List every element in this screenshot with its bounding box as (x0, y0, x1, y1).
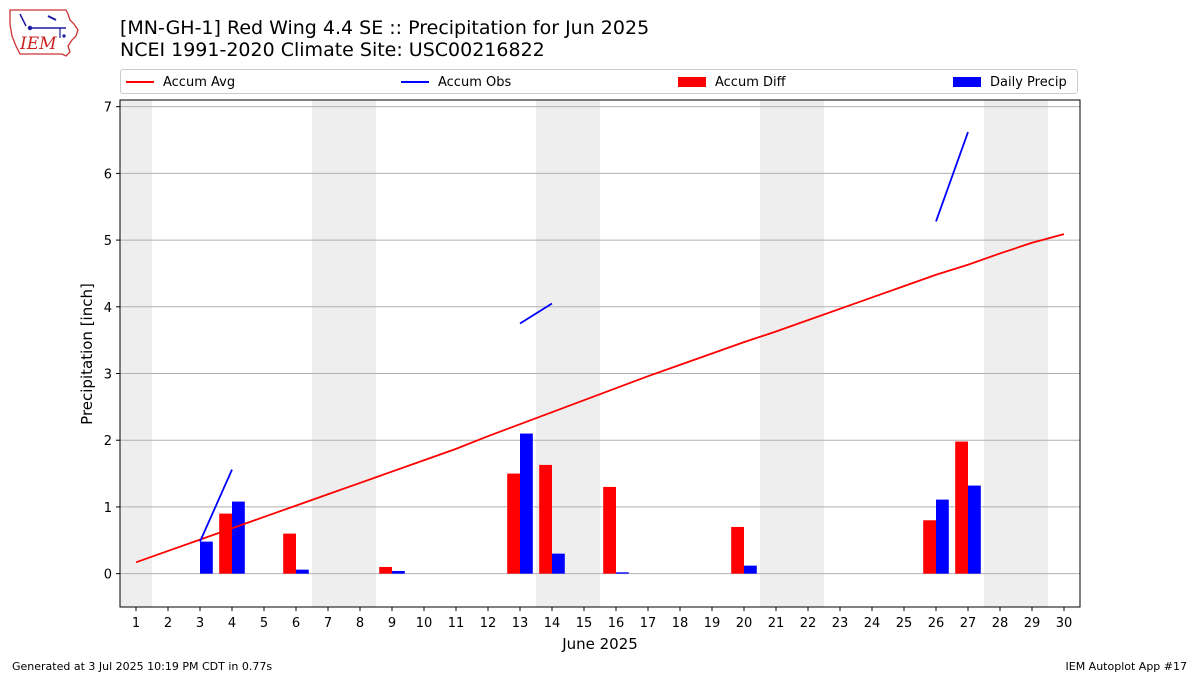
accum-diff-bar-day-13 (507, 473, 520, 574)
accum-obs-line (199, 469, 233, 542)
y-axis-label: Precipitation [inch] (78, 283, 96, 425)
x-axis-label: June 2025 (561, 635, 638, 653)
weekend-shade-day-15 (568, 100, 600, 607)
x-tick-label-21: 21 (768, 616, 785, 631)
x-tick-label-6: 6 (292, 616, 300, 631)
x-tick-label-24: 24 (864, 616, 881, 631)
daily-precip-bar-day-27 (968, 485, 981, 574)
daily-precip-bar-day-4 (232, 501, 245, 574)
x-axis-ticks: 1 2 3 4 5 6 7 8 9 10 11 12 13 14 15 16 17 18 19 20 21 22 23 24 2… (132, 607, 1072, 631)
iem-iowa-weather-logo-icon: IEM (9, 9, 79, 57)
x-tick-label-3: 3 (196, 616, 204, 631)
legend-item-accum-obs: Accum Obs (401, 74, 511, 90)
x-tick-label-25: 25 (896, 616, 913, 631)
legend-item-accum-avg: Accum Avg (126, 74, 235, 90)
accum-diff-bar-day-20 (731, 526, 744, 574)
y-tick-label-1: 1 (104, 501, 112, 516)
legend-swatch-accum-avg (126, 81, 154, 83)
x-tick-label-29: 29 (1024, 616, 1041, 631)
weekend-shade-day-29 (1016, 100, 1048, 607)
x-tick-label-8: 8 (356, 616, 364, 631)
iem-logo-text: IEM (19, 34, 57, 54)
daily-precip-bar-day-13 (520, 433, 533, 574)
x-tick-label-4: 4 (228, 616, 236, 631)
legend-swatch-accum-obs (401, 81, 429, 83)
x-tick-label-17: 17 (640, 616, 657, 631)
y-tick-label-3: 3 (104, 368, 112, 383)
line-series (135, 131, 1065, 564)
x-tick-label-7: 7 (324, 616, 332, 631)
weekend-shade-day-22 (792, 100, 824, 607)
legend-label-accum-obs: Accum Obs (438, 74, 512, 90)
footer-generated-text: Generated at 3 Jul 2025 10:19 PM CDT in … (12, 660, 273, 673)
chart-legend: Accum Avg Accum Obs Accum Diff Daily Pre… (120, 69, 1078, 94)
daily-precip-bar-day-9 (392, 570, 405, 574)
daily-precip-bar-day-3 (200, 541, 213, 574)
weekend-shade-day-7 (312, 100, 344, 607)
accum-diff-bar-day-6 (283, 533, 296, 574)
x-tick-label-18: 18 (672, 616, 689, 631)
plot-area-frame (119, 99, 1081, 608)
y-tick-label-0: 0 (104, 568, 112, 583)
accum-obs-line (519, 302, 553, 325)
y-tick-label-5: 5 (104, 234, 112, 249)
y-tick-label-6: 6 (104, 167, 112, 182)
accum-diff-bar-day-16 (603, 486, 616, 574)
x-tick-label-19: 19 (704, 616, 721, 631)
x-tick-label-12: 12 (480, 616, 497, 631)
x-tick-label-22: 22 (800, 616, 817, 631)
chart-subtitle: NCEI 1991-2020 Climate Site: USC00216822 (120, 39, 545, 61)
legend-label-daily-precip: Daily Precip (990, 74, 1067, 90)
x-tick-label-23: 23 (832, 616, 849, 631)
x-tick-label-5: 5 (260, 616, 268, 631)
chart-title-block: [MN-GH-1] Red Wing 4.4 SE :: Precipitati… (120, 17, 649, 61)
x-tick-label-13: 13 (512, 616, 529, 631)
accum-diff-bar-day-26 (923, 520, 936, 574)
weekend-shading (120, 100, 1048, 607)
y-axis-ticks: 0 1 2 3 4 5 6 7 (104, 101, 120, 583)
chart-title: [MN-GH-1] Red Wing 4.4 SE :: Precipitati… (120, 17, 650, 39)
daily-precip-bar-day-20 (744, 565, 757, 574)
iem-logo: IEM (8, 6, 80, 60)
weekend-shade-day-21 (760, 100, 792, 607)
accum-avg-line (135, 233, 1065, 564)
y-tick-label-7: 7 (104, 101, 112, 116)
y-gridlines (120, 106, 1080, 575)
legend-label-accum-diff: Accum Diff (715, 74, 786, 90)
x-tick-label-10: 10 (416, 616, 433, 631)
footer-app-text: IEM Autoplot App #17 (1065, 660, 1188, 673)
x-tick-label-2: 2 (164, 616, 172, 631)
accum-diff-bar-day-27 (955, 441, 968, 574)
x-tick-label-1: 1 (132, 616, 140, 631)
weekend-shade-day-1 (120, 100, 152, 607)
weekend-shade-day-8 (344, 100, 376, 607)
x-tick-label-30: 30 (1056, 616, 1073, 631)
x-tick-label-14: 14 (544, 616, 561, 631)
accum-obs-line (935, 131, 969, 222)
legend-swatch-accum-diff (678, 77, 706, 87)
x-tick-label-28: 28 (992, 616, 1009, 631)
x-tick-label-20: 20 (736, 616, 753, 631)
daily-precip-bar-day-16 (616, 572, 629, 574)
legend-item-accum-diff: Accum Diff (678, 74, 786, 90)
legend-label-accum-avg: Accum Avg (163, 74, 236, 90)
x-tick-label-11: 11 (448, 616, 465, 631)
daily-precip-bar-day-26 (936, 499, 949, 574)
y-tick-label-2: 2 (104, 434, 112, 449)
daily-precip-bar-day-6 (296, 569, 309, 574)
x-tick-label-16: 16 (608, 616, 625, 631)
weekend-shade-day-28 (984, 100, 1016, 607)
accum-diff-bar-day-14 (539, 464, 552, 574)
accum-diff-bar-day-4 (219, 513, 232, 574)
accum-diff-bar-day-9 (379, 566, 392, 574)
x-tick-label-9: 9 (388, 616, 396, 631)
legend-swatch-daily-precip (953, 77, 981, 87)
y-tick-label-4: 4 (104, 301, 112, 316)
daily-precip-bar-day-14 (552, 553, 565, 574)
x-tick-label-26: 26 (928, 616, 945, 631)
x-tick-label-15: 15 (576, 616, 593, 631)
legend-item-daily-precip: Daily Precip (953, 74, 1067, 90)
x-tick-label-27: 27 (960, 616, 977, 631)
